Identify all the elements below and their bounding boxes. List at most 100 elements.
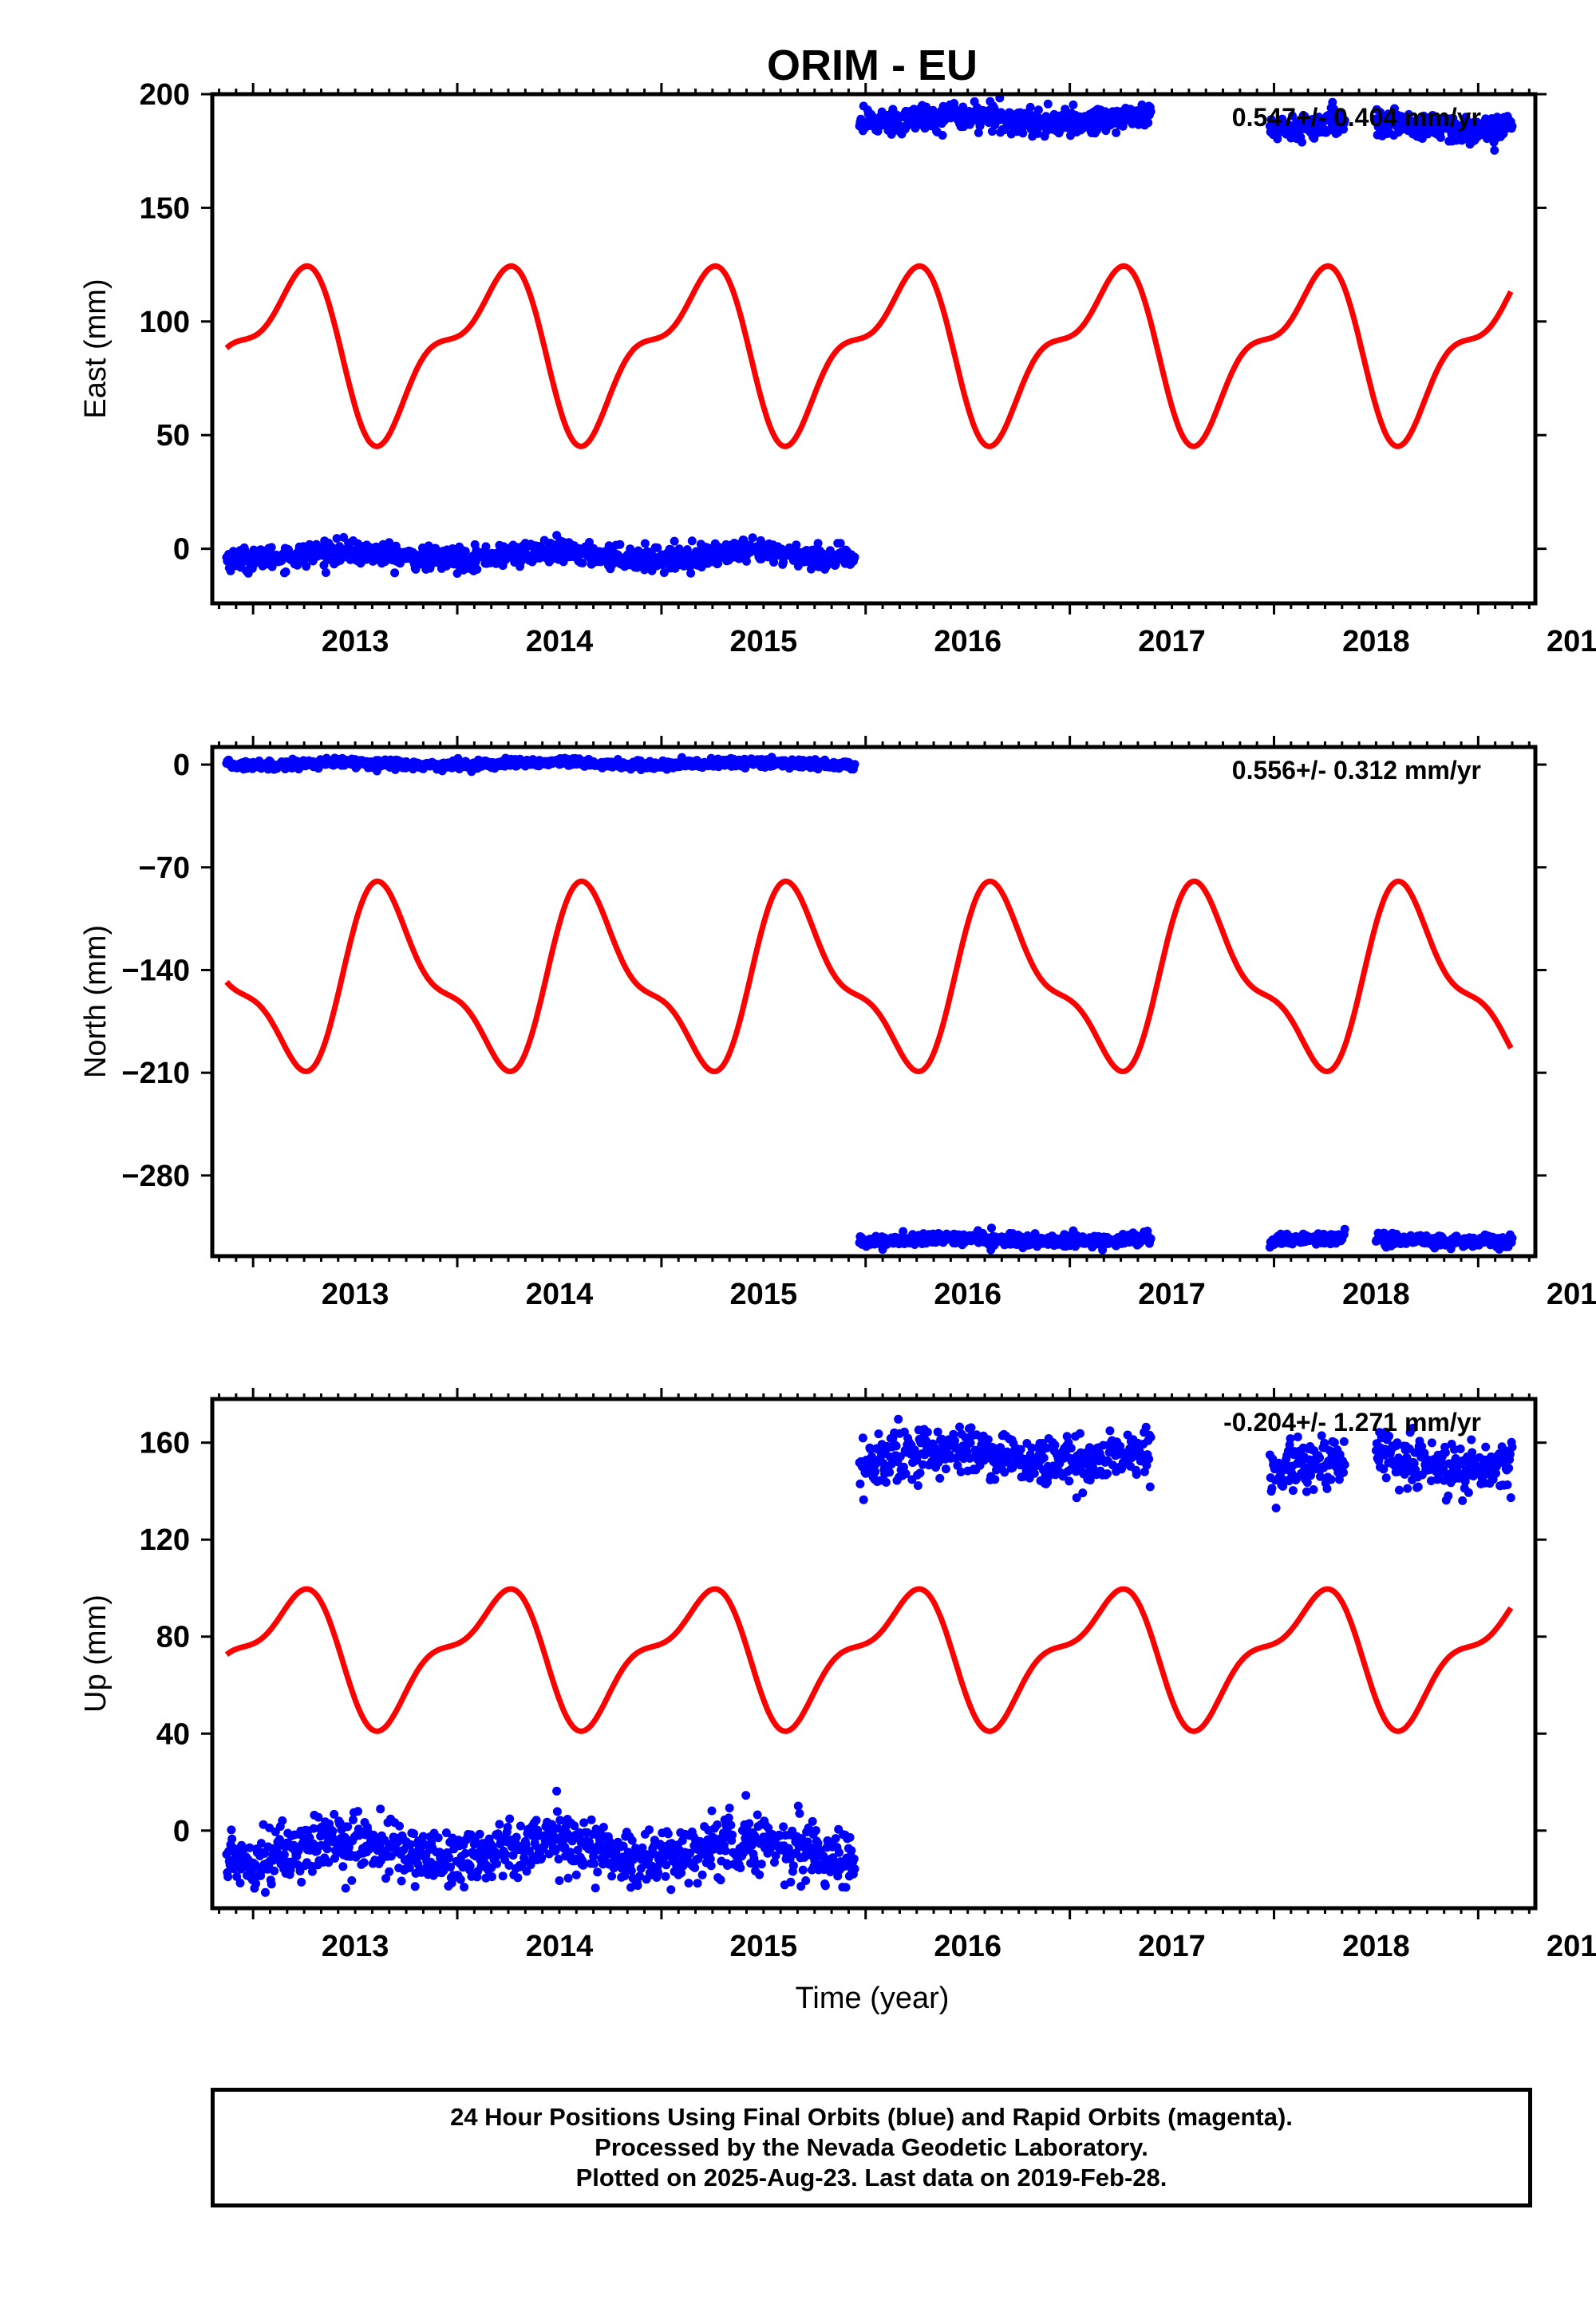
data-point-up [227, 1834, 237, 1844]
data-point-up [636, 1863, 646, 1873]
data-point-up [677, 1868, 686, 1878]
data-point-up [307, 1867, 317, 1876]
data-point-up [531, 1816, 541, 1825]
data-point-up [456, 1875, 465, 1884]
data-point-east [686, 568, 696, 578]
data-point-up [996, 1443, 1005, 1452]
x-tick-label-north: 2016 [934, 1278, 1001, 1311]
data-point-up [736, 1863, 745, 1872]
plot-frame-east [210, 92, 1538, 606]
data-point-east [1376, 108, 1385, 117]
data-point-east [813, 539, 823, 548]
data-point-up [922, 1437, 931, 1445]
data-point-up [343, 1822, 353, 1832]
data-point-north [1507, 1233, 1517, 1243]
data-point-up [1042, 1443, 1052, 1452]
data-point-up [495, 1820, 504, 1829]
data-point-east [687, 536, 697, 546]
data-point-up [788, 1861, 798, 1871]
data-point-north [899, 1227, 908, 1236]
data-point-up [516, 1821, 525, 1831]
data-point-east [1390, 104, 1399, 113]
data-point-up [874, 1429, 883, 1439]
model-fit-line-north [224, 878, 1514, 1075]
data-point-up [270, 1866, 279, 1875]
data-point-up [626, 1866, 636, 1875]
data-point-east [472, 564, 482, 574]
data-point-up [359, 1858, 369, 1867]
data-point-up [354, 1807, 362, 1816]
data-point-up [693, 1879, 702, 1888]
plot-area-east [222, 94, 1517, 578]
y-axis-label-east: East (mm) [79, 279, 113, 418]
data-point-up [267, 1879, 276, 1889]
data-point-up [498, 1871, 508, 1881]
data-point-up [444, 1853, 454, 1863]
data-point-up [770, 1858, 779, 1867]
data-point-up [867, 1452, 876, 1461]
x-tick-label-east: 2017 [1138, 625, 1206, 658]
panel-up: 201320142015201620172018201904080120160U… [79, 1388, 1596, 1963]
data-point-up [251, 1879, 261, 1888]
data-point-up [638, 1843, 647, 1852]
data-point-east [1112, 128, 1121, 137]
data-point-up [793, 1801, 803, 1811]
data-point-east [1334, 109, 1344, 119]
data-point-up [661, 1871, 670, 1881]
data-point-up [899, 1462, 908, 1472]
data-point-east [1288, 111, 1297, 121]
data-point-up [885, 1468, 895, 1477]
y-tick-label-north: −280 [121, 1160, 190, 1193]
data-point-east [1144, 118, 1153, 128]
rate-annotation-north: 0.556+/- 0.312 mm/yr [1232, 756, 1481, 785]
data-point-east [807, 564, 816, 574]
data-point-up [845, 1832, 855, 1842]
y-axis-label-north: North (mm) [79, 925, 113, 1078]
data-point-up [663, 1829, 673, 1839]
data-point-up [223, 1872, 233, 1882]
data-point-east [1033, 105, 1043, 115]
data-point-up [256, 1839, 266, 1848]
data-point-up [552, 1786, 562, 1796]
data-point-up [552, 1807, 562, 1816]
data-point-up [728, 1830, 737, 1840]
figure-title: ORIM - EU [767, 41, 978, 89]
data-point-up [513, 1873, 523, 1883]
data-point-up [338, 1862, 348, 1871]
data-point-east [792, 540, 801, 550]
data-point-up [757, 1860, 766, 1869]
data-point-east [1298, 137, 1306, 147]
data-point-up [555, 1876, 564, 1885]
data-point-up [831, 1834, 840, 1844]
data-point-up [771, 1851, 780, 1860]
data-point-up [591, 1883, 600, 1893]
data-point-up [841, 1883, 851, 1892]
data-point-up [1077, 1461, 1086, 1471]
data-point-up [795, 1808, 804, 1818]
data-point-east [1069, 100, 1078, 109]
data-point-up [488, 1872, 496, 1882]
data-point-east [1490, 145, 1499, 155]
data-point-up [570, 1821, 579, 1831]
data-point-up [858, 1433, 867, 1443]
data-point-up [505, 1814, 515, 1824]
data-point-up [341, 1883, 350, 1893]
data-point-up [409, 1829, 418, 1839]
data-point-up [933, 1427, 942, 1437]
data-point-up [990, 1475, 1000, 1484]
data-point-up [983, 1435, 993, 1445]
data-point-up [915, 1468, 925, 1478]
data-point-east [974, 128, 983, 137]
rate-annotation-east: 0.547+/- 0.404 mm/yr [1232, 103, 1481, 132]
data-point-up [765, 1844, 775, 1853]
data-point-up [894, 1414, 903, 1424]
data-point-east [653, 543, 662, 552]
data-point-east [578, 559, 587, 567]
data-point-east [928, 105, 938, 115]
data-point-up [626, 1883, 635, 1892]
data-point-up [779, 1822, 788, 1832]
data-point-east [1328, 97, 1337, 107]
data-point-up [716, 1875, 725, 1885]
data-point-up [871, 1467, 880, 1476]
data-point-up [693, 1854, 703, 1863]
